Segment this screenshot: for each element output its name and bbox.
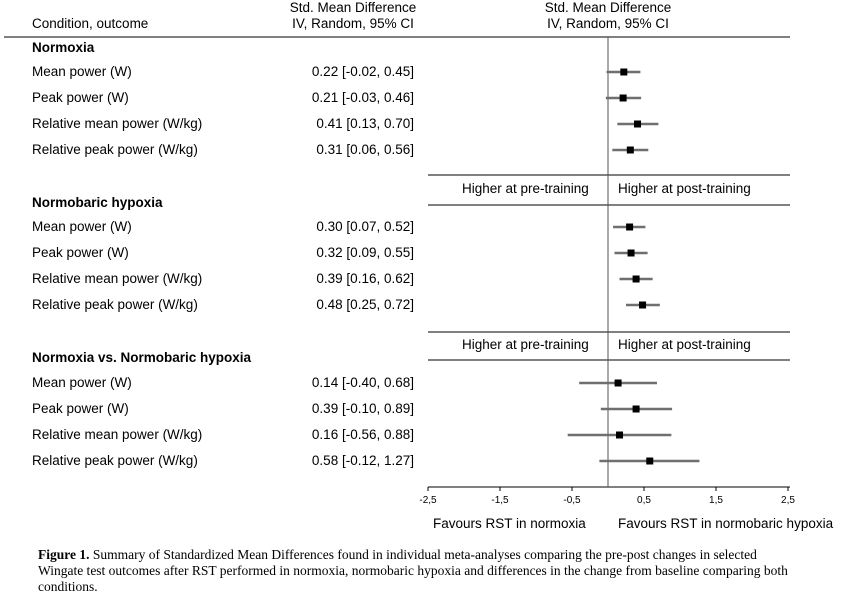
point-estimate-marker <box>620 68 628 76</box>
row-label: Peak power (W) <box>32 90 129 105</box>
row-ci-text: 0.39 [0.16, 0.62] <box>316 271 414 286</box>
row-ci-text: 0.22 [-0.02, 0.45] <box>311 64 414 79</box>
row-ci-text: 0.32 [0.09, 0.55] <box>316 245 414 260</box>
row-label: Mean power (W) <box>32 219 132 234</box>
point-estimate-marker <box>627 249 635 257</box>
row-label: Mean power (W) <box>32 64 132 79</box>
row-ci-text: 0.39 [-0.10, 0.89] <box>311 401 414 416</box>
direction-label-right: Higher at post-training <box>618 337 751 352</box>
row-label: Relative peak power (W/kg) <box>32 142 198 157</box>
point-estimate-marker <box>616 431 624 439</box>
plot-column-header-line2: IV, Random, 95% CI <box>547 16 669 31</box>
row-label: Relative peak power (W/kg) <box>32 453 198 468</box>
direction-label-left: Favours RST in normoxia <box>433 516 586 531</box>
condition-column-header: Condition, outcome <box>32 16 149 31</box>
x-tick-label: -1,5 <box>491 495 509 506</box>
figure-caption-prefix: Figure 1. <box>38 547 90 562</box>
row-label: Relative mean power (W/kg) <box>32 271 203 286</box>
figure-caption: Figure 1. Summary of Standardized Mean D… <box>38 547 798 595</box>
direction-label-left: Higher at pre-training <box>462 337 589 352</box>
point-estimate-marker <box>646 457 654 465</box>
row-ci-text: 0.16 [-0.56, 0.88] <box>311 427 414 442</box>
row-ci-text: 0.48 [0.25, 0.72] <box>316 297 414 312</box>
plot-column-header-line1: Std. Mean Difference <box>544 0 672 15</box>
row-label: Peak power (W) <box>32 245 129 260</box>
x-tick-label: 2,5 <box>781 495 795 506</box>
x-tick-label: -2,5 <box>419 495 437 506</box>
row-ci-text: 0.14 [-0.40, 0.68] <box>311 375 414 390</box>
point-estimate-marker <box>614 379 622 387</box>
plot-column-header: Std. Mean Difference IV, Random, 95% CI <box>538 0 678 32</box>
row-ci-text: 0.30 [0.07, 0.52] <box>316 219 414 234</box>
point-estimate-marker <box>626 146 634 154</box>
group-title-normoxia-vs-hypoxia: Normoxia vs. Normobaric hypoxia <box>32 350 252 365</box>
row-label: Relative peak power (W/kg) <box>32 297 198 312</box>
x-tick-label: 0,5 <box>637 495 651 506</box>
direction-label-right: Higher at post-training <box>618 181 751 196</box>
point-estimate-marker <box>634 120 642 128</box>
direction-label-left: Higher at pre-training <box>462 181 589 196</box>
row-ci-text: 0.58 [-0.12, 1.27] <box>311 453 414 468</box>
point-estimate-marker <box>619 94 627 102</box>
row-ci-text: 0.21 [-0.03, 0.46] <box>311 90 414 105</box>
direction-label-right: Favours RST in normobaric hypoxia <box>618 516 834 531</box>
row-ci-text: 0.31 [0.06, 0.56] <box>316 142 414 157</box>
figure-caption-text: Summary of Standardized Mean Differences… <box>38 547 788 594</box>
row-label: Relative mean power (W/kg) <box>32 427 203 442</box>
group-title-normobaric-hypoxia: Normobaric hypoxia <box>32 195 163 210</box>
point-estimate-marker <box>639 301 647 309</box>
x-tick-label: 1,5 <box>709 495 723 506</box>
point-estimate-marker <box>626 223 634 231</box>
smd-column-header-line1: Std. Mean Difference <box>289 0 417 15</box>
smd-column-header: Std. Mean Difference IV, Random, 95% CI <box>283 0 423 32</box>
row-label: Peak power (W) <box>32 401 129 416</box>
x-tick-label: -0,5 <box>563 495 581 506</box>
point-estimate-marker <box>632 405 640 413</box>
group-title-normoxia: Normoxia <box>32 40 95 55</box>
row-label: Relative mean power (W/kg) <box>32 116 203 131</box>
row-ci-text: 0.41 [0.13, 0.70] <box>316 116 414 131</box>
smd-column-header-line2: IV, Random, 95% CI <box>292 16 414 31</box>
row-label: Mean power (W) <box>32 375 132 390</box>
point-estimate-marker <box>632 275 640 283</box>
